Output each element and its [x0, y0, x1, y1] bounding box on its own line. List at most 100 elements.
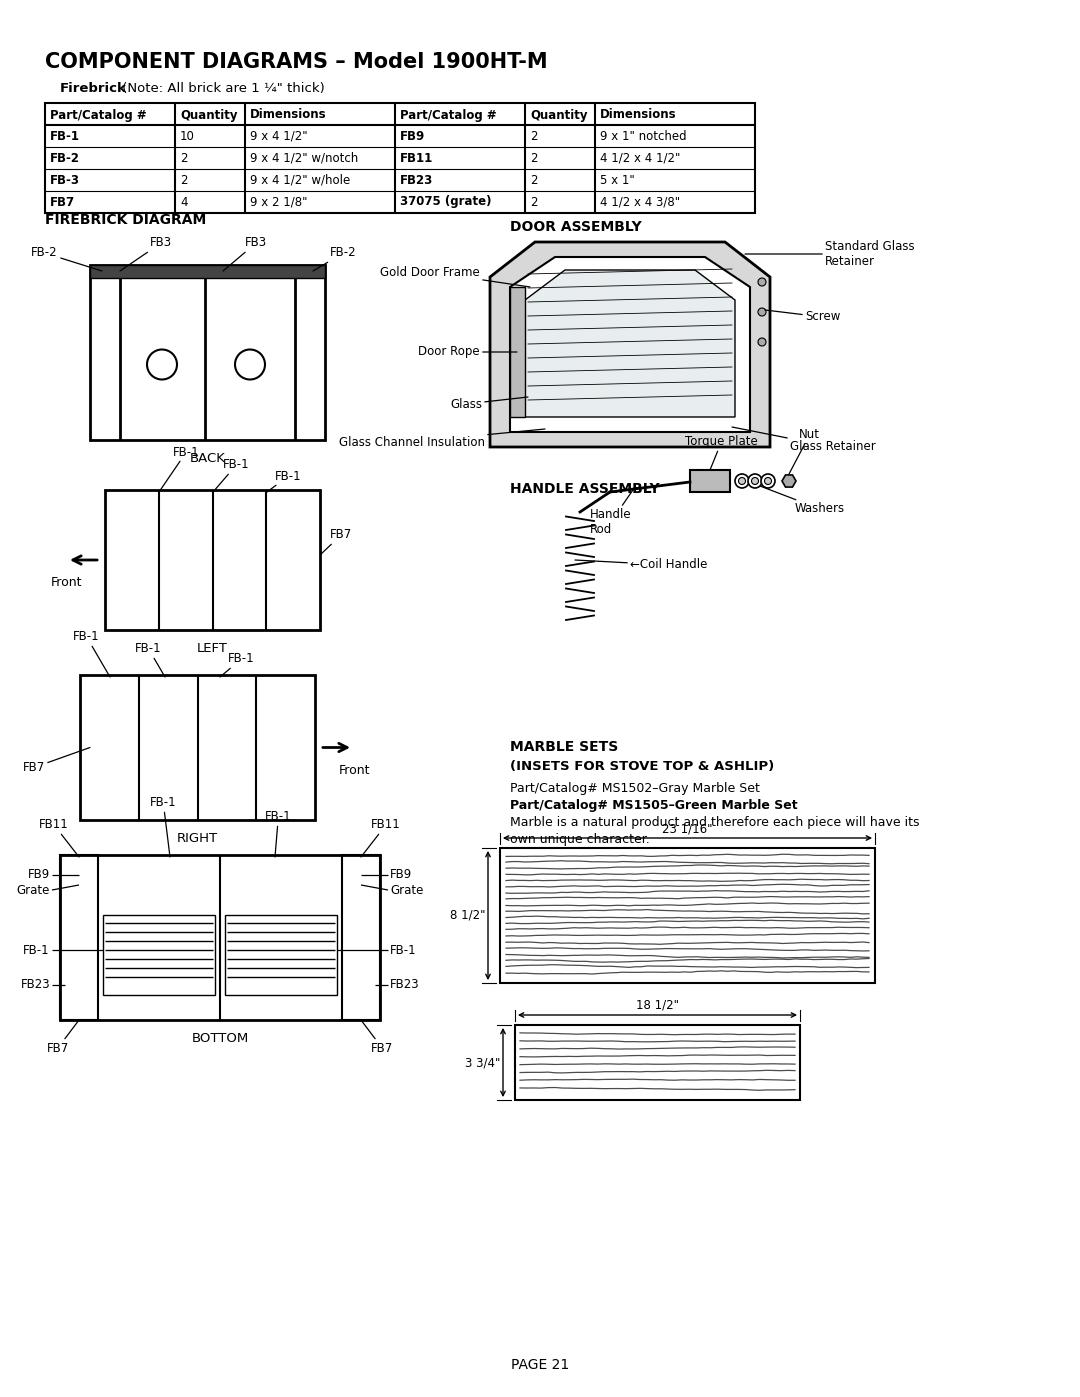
Text: Glass: Glass: [450, 397, 528, 411]
Text: 4 1/2 x 4 3/8": 4 1/2 x 4 3/8": [600, 196, 680, 208]
Text: Marble is a natural product and therefore each piece will have its
own unique ch: Marble is a natural product and therefor…: [510, 816, 919, 847]
Text: FB9: FB9: [390, 869, 413, 882]
Text: 9 x 4 1/2" w/notch: 9 x 4 1/2" w/notch: [249, 151, 359, 165]
Text: FB-2: FB-2: [31, 246, 102, 271]
Text: RIGHT: RIGHT: [177, 833, 218, 845]
Bar: [690, 469, 730, 492]
Text: Torque Plate: Torque Plate: [685, 436, 758, 469]
Text: FB7: FB7: [50, 196, 76, 208]
Circle shape: [147, 349, 177, 380]
Text: FB-1: FB-1: [159, 446, 200, 492]
Text: 4 1/2 x 4 1/2": 4 1/2 x 4 1/2": [600, 151, 680, 165]
Text: FB7: FB7: [361, 1020, 393, 1055]
Text: MARBLE SETS: MARBLE SETS: [510, 740, 618, 754]
Text: 2: 2: [180, 151, 188, 165]
Text: FB3: FB3: [120, 236, 172, 271]
Text: 9 x 4 1/2": 9 x 4 1/2": [249, 130, 308, 142]
Text: ←Coil Handle: ←Coil Handle: [575, 559, 707, 571]
Text: FB-1: FB-1: [220, 652, 255, 678]
Text: Gold Door Frame: Gold Door Frame: [380, 265, 530, 286]
Circle shape: [758, 307, 766, 316]
Text: DOOR ASSEMBLY: DOOR ASSEMBLY: [510, 219, 642, 235]
Circle shape: [752, 478, 758, 485]
Text: Dimensions: Dimensions: [600, 109, 677, 122]
Polygon shape: [782, 475, 796, 488]
Text: Firebrick: Firebrick: [60, 82, 126, 95]
Bar: [342, 855, 380, 1020]
Text: FB3: FB3: [222, 236, 267, 271]
Bar: [90, 265, 325, 440]
Text: 18 1/2": 18 1/2": [636, 999, 679, 1011]
Text: Grate: Grate: [16, 883, 50, 897]
Bar: [60, 855, 98, 1020]
Text: FB7: FB7: [46, 1020, 79, 1055]
Text: Front: Front: [51, 576, 83, 590]
Circle shape: [739, 478, 745, 485]
Text: 9 x 4 1/2" w/hole: 9 x 4 1/2" w/hole: [249, 173, 350, 187]
Text: FB23: FB23: [21, 978, 50, 992]
Bar: [515, 1025, 800, 1099]
Text: 8 1/2": 8 1/2": [449, 909, 485, 922]
Text: 3 3/4": 3 3/4": [464, 1056, 500, 1069]
Text: 2: 2: [530, 130, 538, 142]
Text: Part/Catalog #: Part/Catalog #: [400, 109, 497, 122]
Text: FB-1: FB-1: [150, 796, 177, 856]
Text: 9 x 2 1/8": 9 x 2 1/8": [249, 196, 308, 208]
Text: COMPONENT DIAGRAMS – Model 1900HT-M: COMPONENT DIAGRAMS – Model 1900HT-M: [45, 52, 548, 73]
Text: FB-1: FB-1: [135, 643, 165, 678]
Text: FB9: FB9: [28, 869, 50, 882]
Text: FB-2: FB-2: [50, 151, 80, 165]
Circle shape: [735, 474, 750, 488]
Text: FB-1: FB-1: [73, 630, 110, 678]
Circle shape: [758, 338, 766, 346]
Text: FB11: FB11: [361, 819, 401, 856]
Text: Screw: Screw: [765, 310, 840, 324]
Circle shape: [761, 474, 775, 488]
Polygon shape: [525, 270, 735, 416]
Text: FB11: FB11: [400, 151, 433, 165]
Text: Part/Catalog# MS1505–Green Marble Set: Part/Catalog# MS1505–Green Marble Set: [510, 799, 798, 812]
Text: (INSETS FOR STOVE TOP & ASHLIP): (INSETS FOR STOVE TOP & ASHLIP): [510, 760, 774, 773]
Text: PAGE 21: PAGE 21: [511, 1358, 569, 1372]
Text: FIREBRICK DIAGRAM: FIREBRICK DIAGRAM: [45, 212, 206, 226]
Text: 37075 (grate): 37075 (grate): [400, 196, 491, 208]
Text: 2: 2: [180, 173, 188, 187]
Text: 23 1/16": 23 1/16": [662, 821, 713, 835]
Text: FB-1: FB-1: [213, 458, 249, 492]
Circle shape: [235, 349, 265, 380]
Text: FB7: FB7: [320, 528, 352, 555]
Text: BACK: BACK: [190, 453, 226, 465]
Bar: [103, 915, 215, 995]
Text: FB-2: FB-2: [313, 246, 356, 271]
Polygon shape: [510, 257, 750, 432]
Text: Front: Front: [339, 764, 370, 777]
Bar: [105, 490, 320, 630]
Bar: [90, 265, 325, 278]
Text: 5 x 1": 5 x 1": [600, 173, 635, 187]
Text: FB-1: FB-1: [267, 469, 301, 492]
Text: 9 x 1" notched: 9 x 1" notched: [600, 130, 687, 142]
Text: Standard Glass
Retainer: Standard Glass Retainer: [745, 240, 915, 268]
Circle shape: [765, 478, 771, 485]
Text: 4: 4: [180, 196, 188, 208]
Text: Quantity: Quantity: [530, 109, 588, 122]
Text: HANDLE ASSEMBLY: HANDLE ASSEMBLY: [510, 482, 660, 496]
Text: Part/Catalog #: Part/Catalog #: [50, 109, 147, 122]
Text: FB-1: FB-1: [390, 943, 417, 957]
Polygon shape: [510, 286, 525, 416]
Text: FB-1: FB-1: [50, 130, 80, 142]
Text: Quantity: Quantity: [180, 109, 238, 122]
Bar: [225, 915, 337, 995]
Text: Dimensions: Dimensions: [249, 109, 326, 122]
Text: Washers: Washers: [760, 486, 846, 515]
Text: Glass Channel Insulation: Glass Channel Insulation: [339, 429, 545, 448]
Text: BOTTOM: BOTTOM: [191, 1032, 248, 1045]
Text: LEFT: LEFT: [197, 643, 228, 655]
Text: Handle
Rod: Handle Rod: [590, 488, 635, 536]
Text: (Note: All brick are 1 ¼" thick): (Note: All brick are 1 ¼" thick): [118, 82, 325, 95]
Bar: [80, 675, 315, 820]
Circle shape: [758, 278, 766, 286]
Bar: [500, 848, 875, 983]
Text: Door Rope: Door Rope: [418, 345, 517, 359]
Text: 2: 2: [530, 173, 538, 187]
